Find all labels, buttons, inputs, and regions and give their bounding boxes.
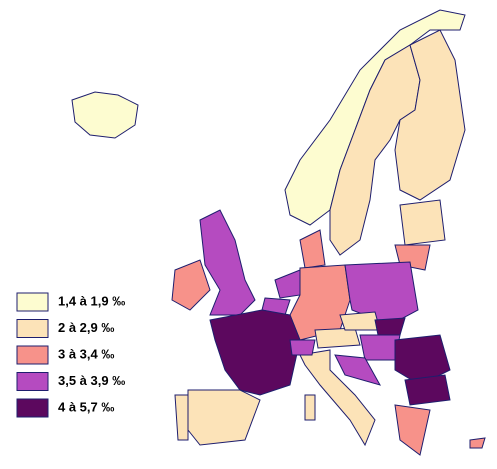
greece (394, 404, 431, 456)
portugal (174, 394, 189, 441)
spain (187, 389, 261, 446)
legend-swatch (16, 319, 49, 338)
legend-swatch (16, 292, 49, 312)
netherlands (274, 269, 301, 299)
legend-label: 2 à 2,9 ‰ (58, 320, 114, 335)
hungary (359, 334, 401, 361)
czechia (339, 311, 381, 331)
austria (314, 327, 361, 349)
cyprus (469, 437, 486, 449)
france (209, 309, 301, 396)
legend-swatch (16, 372, 49, 391)
legend: 1,4 à 1,9 ‰ 2 à 2,9 ‰ 3 à 3,4 ‰ 3,5 à 3,9 ‰… (16, 292, 125, 418)
ireland (171, 259, 211, 311)
denmark (299, 229, 326, 269)
legend-label: 1,4 à 1,9 ‰ (58, 293, 125, 308)
croatia (334, 354, 382, 386)
switzerland (289, 339, 316, 356)
united-kingdom (199, 209, 256, 316)
countries (71, 9, 486, 456)
legend-swatch (16, 345, 49, 365)
legend-label: 3,5 à 3,9 ‰ (58, 373, 125, 388)
finland (394, 29, 466, 201)
italy (299, 349, 376, 447)
iceland (71, 91, 139, 139)
bulgaria (404, 374, 451, 406)
legend-label: 4 à 5,7 ‰ (58, 399, 114, 414)
slovakia (374, 317, 406, 336)
norway (284, 9, 466, 226)
legend-label: 3 à 3,4 ‰ (58, 346, 114, 361)
legend-swatch (16, 398, 49, 418)
sardinia (304, 394, 316, 421)
baltics (399, 199, 446, 246)
